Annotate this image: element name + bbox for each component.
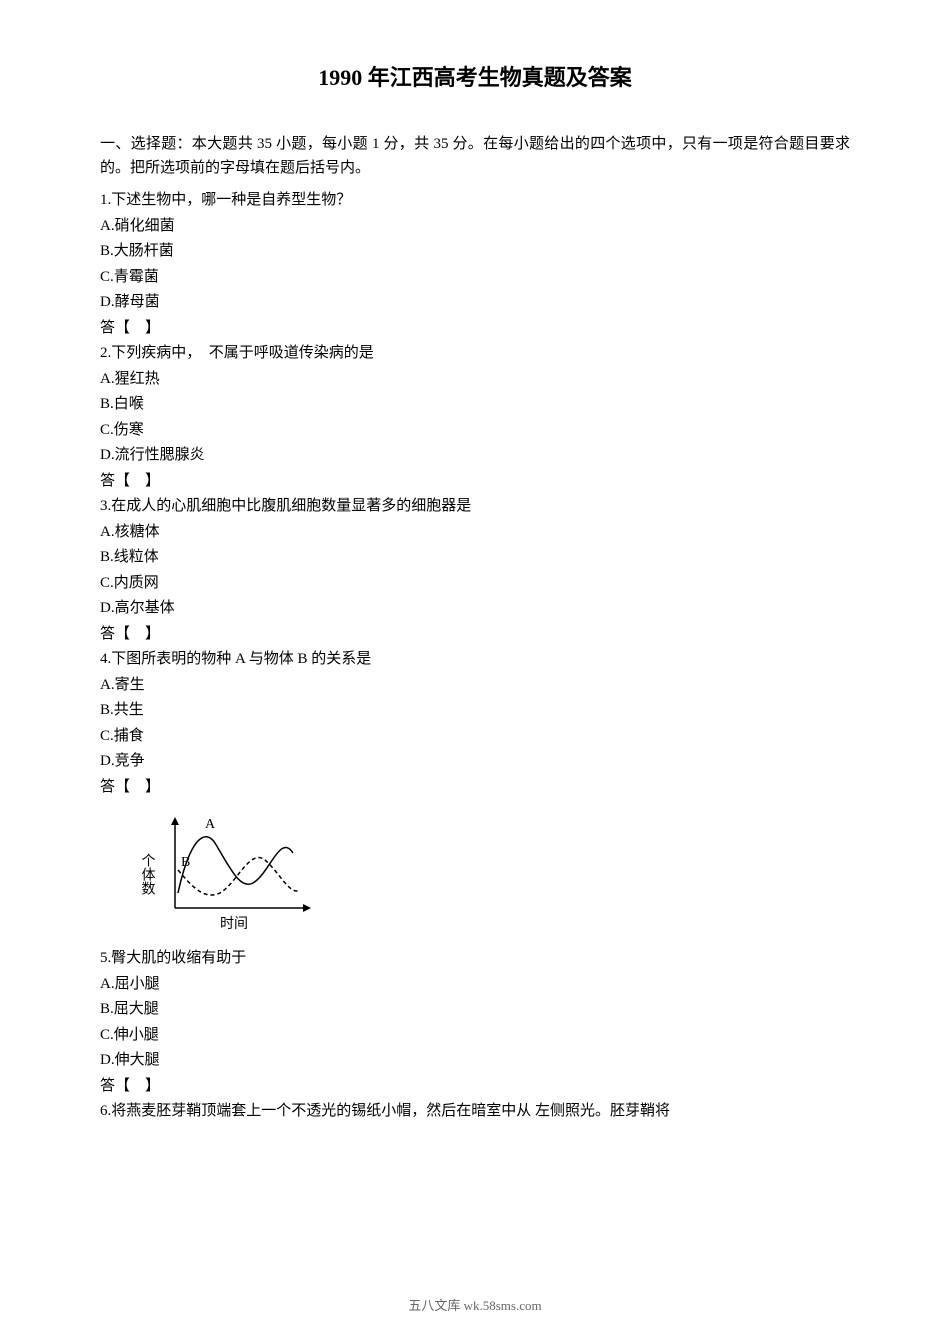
option: D.伸大腿 bbox=[100, 1048, 850, 1074]
svg-text:A: A bbox=[205, 817, 216, 832]
option: C.伤寒 bbox=[100, 418, 850, 444]
question-text: 6.将燕麦胚芽鞘顶端套上一个不透光的锡纸小帽，然后在暗室中从 左侧照光。胚芽鞘将 bbox=[100, 1099, 850, 1125]
svg-text:个体数: 个体数 bbox=[140, 853, 156, 895]
question-text: 1.下述生物中，哪一种是自养型生物？ bbox=[100, 188, 850, 214]
question-text: 4.下图所表明的物种 A 与物体 B 的关系是 bbox=[100, 647, 850, 673]
question-text: 3.在成人的心肌细胞中比腹肌细胞数量显著多的细胞器是 bbox=[100, 494, 850, 520]
question-text: 5.臀大肌的收缩有助于 bbox=[100, 946, 850, 972]
question-2: 2.下列疾病中， 不属于呼吸道传染病的是A.猩红热B.白喉C.伤寒D.流行性腮腺… bbox=[100, 341, 850, 494]
page-title: 1990 年江西高考生物真题及答案 bbox=[100, 60, 850, 92]
option: D.流行性腮腺炎 bbox=[100, 443, 850, 469]
option: C.内质网 bbox=[100, 571, 850, 597]
answer-blank: 答【 】 bbox=[100, 316, 850, 342]
option: A.屈小腿 bbox=[100, 972, 850, 998]
option: A.寄生 bbox=[100, 673, 850, 699]
question-6: 6.将燕麦胚芽鞘顶端套上一个不透光的锡纸小帽，然后在暗室中从 左侧照光。胚芽鞘将 bbox=[100, 1099, 850, 1125]
option: D.竞争 bbox=[100, 749, 850, 775]
page-footer: 五八文库 wk.58sms.com bbox=[0, 1295, 950, 1314]
option: B.屈大腿 bbox=[100, 997, 850, 1023]
answer-blank: 答【 】 bbox=[100, 622, 850, 648]
svg-text:时间: 时间 bbox=[220, 916, 248, 932]
option: B.共生 bbox=[100, 698, 850, 724]
option: B.白喉 bbox=[100, 392, 850, 418]
population-chart: 个体数 时间 A B bbox=[130, 808, 850, 938]
question-text: 2.下列疾病中， 不属于呼吸道传染病的是 bbox=[100, 341, 850, 367]
option: D.高尔基体 bbox=[100, 596, 850, 622]
answer-blank: 答【 】 bbox=[100, 1074, 850, 1100]
option: C.青霉菌 bbox=[100, 265, 850, 291]
option: A.猩红热 bbox=[100, 367, 850, 393]
section-instructions: 一、选择题：本大题共 35 小题，每小题 1 分，共 35 分。在每小题给出的四… bbox=[100, 132, 850, 180]
question-4: 4.下图所表明的物种 A 与物体 B 的关系是A.寄生B.共生C.捕食D.竞争答… bbox=[100, 647, 850, 800]
question-5: 5.臀大肌的收缩有助于A.屈小腿B.屈大腿C.伸小腿D.伸大腿答【 】 bbox=[100, 946, 850, 1099]
option: B.大肠杆菌 bbox=[100, 239, 850, 265]
option: A.核糖体 bbox=[100, 520, 850, 546]
svg-text:B: B bbox=[181, 855, 190, 870]
option: A.硝化细菌 bbox=[100, 214, 850, 240]
answer-blank: 答【 】 bbox=[100, 469, 850, 495]
question-1: 1.下述生物中，哪一种是自养型生物？A.硝化细菌B.大肠杆菌C.青霉菌D.酵母菌… bbox=[100, 188, 850, 341]
option: C.捕食 bbox=[100, 724, 850, 750]
answer-blank: 答【 】 bbox=[100, 775, 850, 801]
option: B.线粒体 bbox=[100, 545, 850, 571]
option: C.伸小腿 bbox=[100, 1023, 850, 1049]
question-3: 3.在成人的心肌细胞中比腹肌细胞数量显著多的细胞器是A.核糖体B.线粒体C.内质… bbox=[100, 494, 850, 647]
option: D.酵母菌 bbox=[100, 290, 850, 316]
